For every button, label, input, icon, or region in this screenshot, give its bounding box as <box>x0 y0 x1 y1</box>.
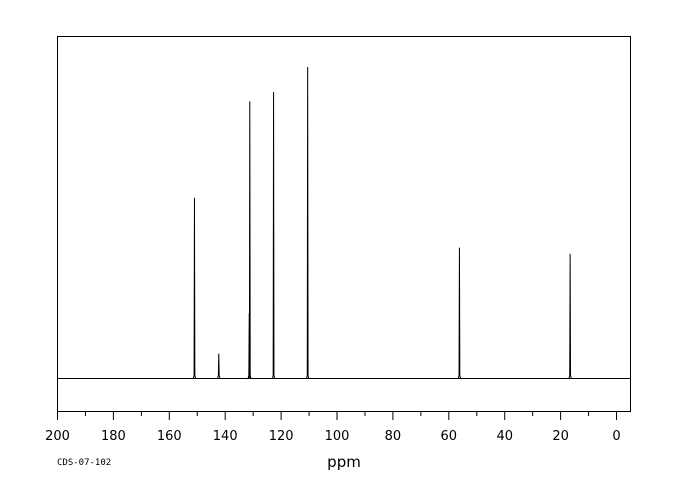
spectrum-peak <box>247 313 251 379</box>
spectrum-peak <box>217 353 221 379</box>
x-axis-tick-label: 200 <box>45 429 70 444</box>
plot-frame <box>57 36 631 412</box>
spectrum-peak <box>568 253 572 379</box>
x-axis-tick-labels: 200 180 160 140 120 100 80 60 40 20 0 <box>45 429 621 444</box>
x-axis-tick-label: 80 <box>385 429 402 444</box>
peaks-group <box>192 66 572 379</box>
x-axis-tick-label: 120 <box>269 429 294 444</box>
x-axis-tick-label: 60 <box>441 429 458 444</box>
spectrum-peak <box>192 197 197 379</box>
x-axis-ticks <box>57 411 618 420</box>
spectrum-peak <box>271 91 276 379</box>
x-axis-tick-label: 100 <box>325 429 350 444</box>
x-axis-tick-label: 0 <box>612 429 620 444</box>
x-axis-tick-label: 160 <box>157 429 182 444</box>
x-axis-tick-label: 180 <box>101 429 126 444</box>
spectrum-peak <box>248 101 252 379</box>
x-axis-tick-label: 40 <box>496 429 513 444</box>
x-axis-tick-label: 140 <box>213 429 238 444</box>
spectrum-code-label: CDS-07-102 <box>57 458 111 468</box>
spectrum-peak <box>305 66 310 379</box>
spectrum-peak <box>457 247 462 379</box>
x-axis-tick-label: 20 <box>552 429 569 444</box>
x-axis-label: ppm <box>327 453 361 471</box>
